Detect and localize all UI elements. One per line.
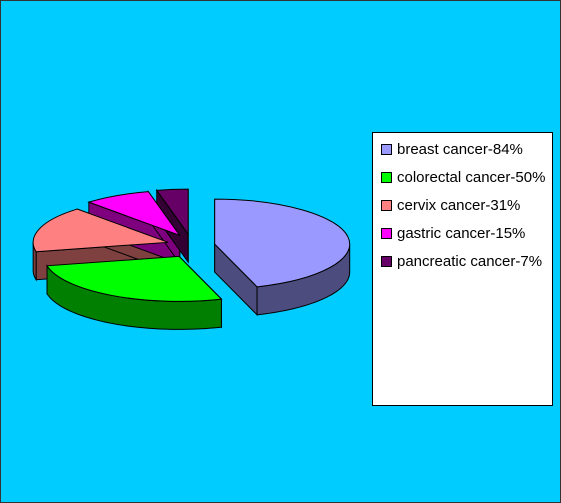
slice [46,255,223,302]
legend-item: breast cancer-84% [381,139,548,160]
legend-item: pancreatic cancer-7% [381,251,548,272]
legend-label: cervix cancer-31% [397,197,521,214]
legend: breast cancer-84% colorectal cancer-50% ce… [372,132,553,406]
slice [155,188,189,236]
legend-swatch [381,200,392,211]
legend-item: colorectal cancer-50% [381,167,548,188]
legend-swatch [381,228,392,239]
slice [32,208,169,253]
slices [32,188,351,302]
legend-swatch [381,256,392,267]
legend-label: pancreatic cancer-7% [397,253,543,270]
slice [214,198,351,288]
legend-label: gastric cancer-15% [397,225,526,242]
slice-walls [32,242,351,330]
legend-item: cervix cancer-31% [381,195,548,216]
legend-label: breast cancer-84% [397,141,523,158]
legend-item: gastric cancer-15% [381,223,548,244]
slice [87,191,182,237]
legend-swatch [381,172,392,183]
legend-swatch [381,144,392,155]
legend-label: colorectal cancer-50% [397,169,546,186]
